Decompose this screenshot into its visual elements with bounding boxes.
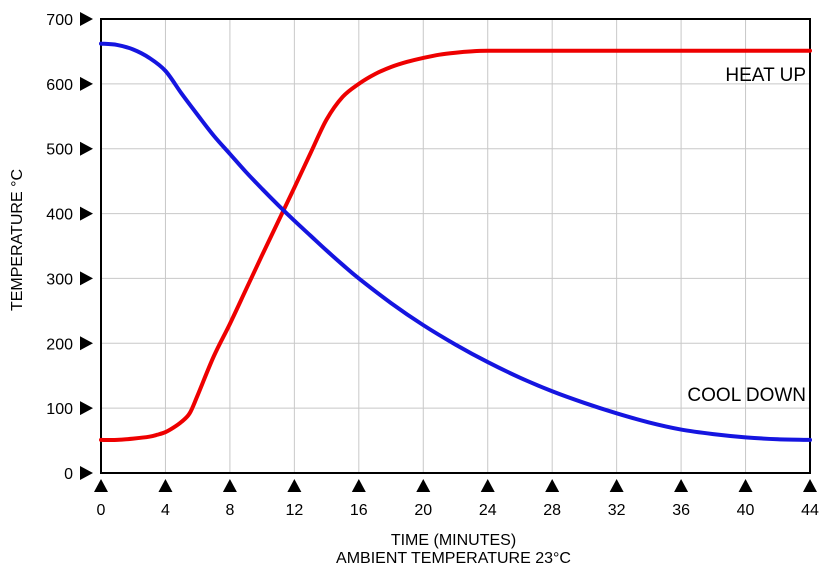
x-tick-label: 12 (285, 502, 303, 519)
x-tick-label: 8 (225, 502, 234, 519)
annotation-heat-up: HEAT UP (725, 65, 806, 86)
x-tick-label: 4 (161, 502, 170, 519)
x-tick-label: 24 (479, 502, 497, 519)
y-axis-ticks: 0 100 200 300 400 500 600 700 (46, 12, 93, 483)
x-tick-marker (545, 479, 560, 492)
x-tick-label: 32 (608, 502, 626, 519)
y-axis-label: TEMPERATURE °C (9, 169, 26, 311)
x-axis-ticks: 0 4 8 12 16 20 24 28 32 36 40 44 (94, 479, 819, 519)
x-tick-label: 16 (350, 502, 368, 519)
x-tick-marker (158, 479, 173, 492)
y-tick-marker (80, 76, 93, 91)
y-tick-label: 600 (46, 77, 73, 94)
y-tick-marker (80, 466, 93, 480)
y-tick-label: 200 (46, 336, 73, 353)
y-tick-label: 400 (46, 207, 73, 224)
x-axis-label: TIME (MINUTES) (391, 532, 516, 549)
plot-frame (100, 18, 811, 474)
x-tick-marker (738, 479, 753, 492)
y-tick-label: 700 (46, 12, 73, 29)
x-tick-marker (287, 479, 302, 492)
y-tick-marker (80, 206, 93, 221)
x-tick-marker (480, 479, 495, 492)
x-tick-marker (351, 479, 366, 492)
annotations: HEAT UP COOL DOWN (687, 65, 806, 406)
x-tick-marker (94, 479, 108, 492)
x-tick-label: 36 (672, 502, 690, 519)
annotation-cool-down: COOL DOWN (687, 385, 806, 406)
x-tick-marker (416, 479, 431, 492)
x-tick-label: 44 (801, 502, 819, 519)
x-tick-label: 20 (414, 502, 432, 519)
y-tick-label: 500 (46, 142, 73, 159)
y-tick-marker (80, 12, 93, 26)
x-axis-sublabel: AMBIENT TEMPERATURE 23°C (336, 550, 571, 567)
y-tick-marker (80, 336, 93, 351)
series-line-heat-up (99, 48, 812, 443)
x-tick-marker (674, 479, 689, 492)
y-tick-label: 100 (46, 401, 73, 418)
y-tick-marker (80, 271, 93, 286)
x-tick-label: 28 (543, 502, 561, 519)
x-tick-label: 0 (97, 502, 106, 519)
x-tick-marker (222, 479, 237, 492)
x-tick-marker (609, 479, 624, 492)
x-tick-marker (803, 479, 817, 492)
series-layer (99, 41, 812, 443)
y-tick-marker (80, 141, 93, 156)
series-line-cool-down (99, 41, 812, 442)
x-tick-label: 40 (737, 502, 755, 519)
y-tick-label: 300 (46, 271, 73, 288)
y-tick-marker (80, 401, 93, 416)
y-tick-label: 0 (64, 466, 73, 483)
